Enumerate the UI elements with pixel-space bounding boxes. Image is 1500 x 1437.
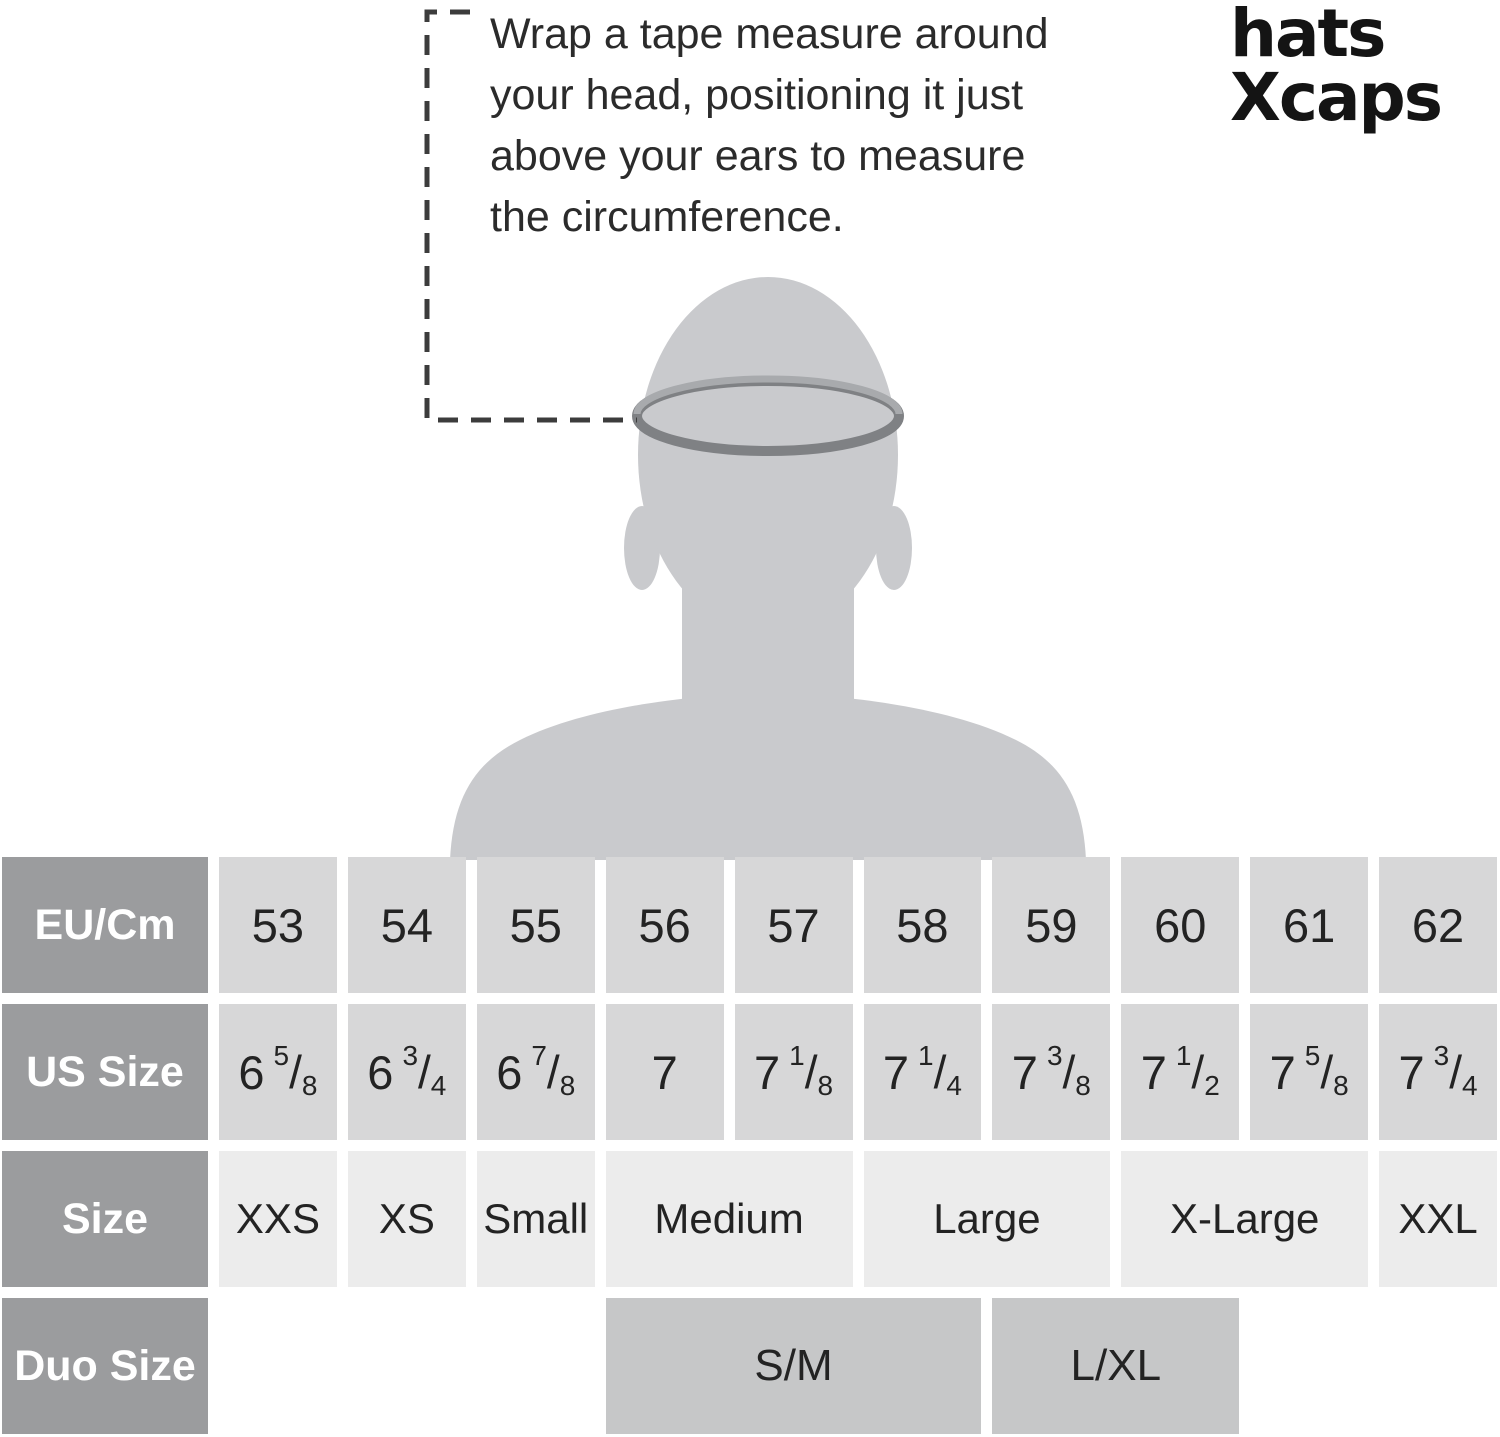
us-numerator: 3 <box>402 1040 419 1071</box>
eu-cell: 58 <box>863 857 982 993</box>
duo-size-cell-sm: S/M <box>605 1298 982 1434</box>
us-denominator: 8 <box>559 1070 576 1101</box>
us-size-cell: 7 <box>605 1004 724 1140</box>
eu-cell: 53 <box>219 857 337 993</box>
size-cell-medium: Medium <box>605 1151 853 1287</box>
us-numerator: 5 <box>1304 1040 1321 1071</box>
us-numerator: 3 <box>1433 1040 1450 1071</box>
us-whole: 6 <box>238 1045 265 1099</box>
us-size-cell: 7 3/8 <box>992 1004 1111 1140</box>
us-denominator: 2 <box>1204 1070 1220 1101</box>
eu-cell: 59 <box>992 857 1111 993</box>
size-cell-x-large: X-Large <box>1121 1151 1369 1287</box>
us-fraction-slash: / <box>289 1046 302 1098</box>
size-cell-xxl: XXL <box>1379 1151 1497 1287</box>
us-whole: 6 <box>496 1045 523 1099</box>
us-whole: 7 <box>1398 1045 1425 1099</box>
us-whole: 7 <box>1269 1045 1296 1099</box>
us-denominator: 4 <box>946 1070 962 1101</box>
us-numerator: 1 <box>789 1040 805 1071</box>
us-numerator: 3 <box>1046 1040 1063 1071</box>
measurement-instructions: Wrap a tape measure around your head, po… <box>490 4 1090 248</box>
us-denominator: 8 <box>817 1070 834 1101</box>
us-numerator: 7 <box>531 1040 547 1071</box>
us-denominator: 8 <box>301 1070 318 1101</box>
us-fraction-slash: / <box>933 1046 947 1098</box>
size-cell-large: Large <box>863 1151 1111 1287</box>
tape-measure-band-icon <box>632 375 904 456</box>
us-whole: 6 <box>367 1045 394 1099</box>
us-denominator: 8 <box>1333 1070 1349 1101</box>
us-size-cell: 6 5/8 <box>219 1004 337 1140</box>
us-fraction-slash: / <box>1320 1046 1334 1098</box>
duo-size-cell-lxl: L/XL <box>992 1298 1240 1434</box>
instruction-line: above your ears to measure <box>490 132 1026 180</box>
head-silhouette <box>450 277 1086 860</box>
size-cell-xxs: XXS <box>219 1151 337 1287</box>
brand-logo-line2: Xcaps <box>1230 59 1443 136</box>
us-size-cell: 7 5/8 <box>1250 1004 1369 1140</box>
us-numerator: 1 <box>1175 1040 1192 1071</box>
instruction-line: your head, positioning it just <box>490 71 1024 119</box>
instruction-line: the circumference. <box>490 193 844 241</box>
us-denominator: 4 <box>1462 1070 1478 1101</box>
us-whole: 7 <box>651 1045 678 1099</box>
eu-cell: 55 <box>476 857 595 993</box>
us-whole: 7 <box>754 1045 781 1099</box>
us-fraction-slash: / <box>1449 1046 1462 1098</box>
us-fraction-slash: / <box>1062 1046 1076 1098</box>
us-size-cell: 7 1/2 <box>1121 1004 1240 1140</box>
instruction-line: Wrap a tape measure around <box>490 10 1049 58</box>
us-size-cell: 7 3/4 <box>1379 1004 1497 1140</box>
eu-cell: 57 <box>734 857 853 993</box>
row-header-eu-cm: EU/Cm <box>2 857 208 993</box>
eu-cell: 61 <box>1250 857 1369 993</box>
us-size-cell: 7 1/8 <box>734 1004 853 1140</box>
size-conversion-table: EU/Cm 53 54 55 56 57 58 59 60 61 62 US S… <box>2 857 1497 1434</box>
eu-cell: 62 <box>1379 857 1497 993</box>
us-fraction-slash: / <box>804 1046 818 1098</box>
us-fraction-slash: / <box>546 1046 560 1098</box>
us-numerator: 1 <box>918 1040 934 1071</box>
us-numerator: 5 <box>273 1040 290 1071</box>
row-header-us-size: US Size <box>2 1004 208 1140</box>
callout-dashed-line <box>424 9 637 423</box>
head-measurement-diagram <box>424 9 1086 860</box>
us-size-cell: 7 1/4 <box>863 1004 982 1140</box>
eu-cell: 54 <box>347 857 466 993</box>
size-cell-xs: XS <box>347 1151 466 1287</box>
us-whole: 7 <box>1011 1045 1038 1099</box>
eu-cell: 56 <box>605 857 724 993</box>
size-cell-small: Small <box>476 1151 595 1287</box>
us-fraction-slash: / <box>418 1046 431 1098</box>
eu-cell: 60 <box>1121 857 1240 993</box>
us-whole: 7 <box>1140 1045 1167 1099</box>
brand-logo: hats Xcaps <box>1230 0 1443 136</box>
us-fraction-slash: / <box>1191 1046 1205 1098</box>
us-denominator: 8 <box>1075 1070 1091 1101</box>
us-whole: 7 <box>882 1045 910 1099</box>
row-header-duo-size: Duo Size <box>2 1298 208 1434</box>
row-header-size: Size <box>2 1151 208 1287</box>
brand-logo-line1: hats <box>1230 0 1386 72</box>
us-size-cell: 6 7/8 <box>476 1004 595 1140</box>
us-size-cell: 6 3/4 <box>347 1004 466 1140</box>
us-denominator: 4 <box>430 1070 447 1101</box>
